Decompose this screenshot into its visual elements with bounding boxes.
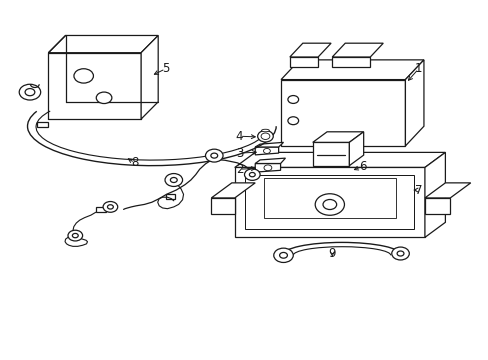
Polygon shape — [141, 36, 158, 119]
Bar — [312, 142, 348, 166]
Bar — [264, 178, 395, 218]
Polygon shape — [348, 132, 363, 166]
Bar — [281, 80, 405, 146]
Bar — [166, 194, 175, 199]
Polygon shape — [255, 163, 280, 172]
Circle shape — [205, 149, 223, 162]
Circle shape — [261, 133, 269, 139]
Text: 8: 8 — [131, 156, 138, 169]
Polygon shape — [211, 198, 234, 214]
Text: 1: 1 — [414, 62, 422, 75]
Polygon shape — [424, 152, 445, 237]
Circle shape — [103, 202, 118, 212]
Polygon shape — [424, 183, 470, 198]
Circle shape — [74, 69, 93, 83]
Polygon shape — [255, 142, 283, 147]
Polygon shape — [255, 147, 278, 155]
Circle shape — [287, 117, 298, 125]
Circle shape — [96, 92, 112, 104]
Circle shape — [72, 233, 78, 238]
Circle shape — [263, 148, 270, 153]
Polygon shape — [424, 198, 449, 214]
Ellipse shape — [261, 129, 269, 132]
Circle shape — [249, 172, 255, 177]
Bar — [289, 57, 318, 67]
Text: 6: 6 — [358, 160, 366, 173]
Polygon shape — [234, 152, 445, 167]
Bar — [96, 207, 105, 212]
Bar — [331, 57, 369, 67]
Text: 5: 5 — [162, 62, 169, 75]
Bar — [234, 167, 424, 237]
Circle shape — [315, 194, 344, 215]
Text: 7: 7 — [414, 184, 422, 197]
Text: 9: 9 — [328, 247, 335, 260]
Circle shape — [396, 251, 403, 256]
Circle shape — [68, 230, 82, 241]
Text: 4: 4 — [235, 130, 243, 143]
Circle shape — [107, 205, 113, 209]
Circle shape — [257, 131, 273, 142]
Text: 2: 2 — [235, 163, 243, 176]
Circle shape — [164, 174, 182, 186]
Polygon shape — [281, 60, 423, 80]
Bar — [37, 122, 48, 127]
Circle shape — [323, 199, 336, 210]
Circle shape — [273, 248, 293, 262]
Polygon shape — [331, 43, 383, 57]
Polygon shape — [211, 183, 255, 198]
Circle shape — [391, 247, 408, 260]
Circle shape — [19, 84, 41, 100]
Circle shape — [264, 165, 271, 171]
Polygon shape — [312, 132, 363, 142]
Circle shape — [279, 252, 287, 258]
Circle shape — [170, 177, 177, 183]
Bar — [245, 175, 413, 229]
Circle shape — [244, 169, 260, 180]
Text: 3: 3 — [235, 147, 243, 159]
Polygon shape — [405, 60, 423, 146]
Polygon shape — [48, 36, 158, 53]
Polygon shape — [289, 43, 330, 57]
Polygon shape — [255, 158, 285, 163]
Circle shape — [287, 95, 298, 103]
Circle shape — [25, 89, 35, 96]
Circle shape — [210, 153, 217, 158]
